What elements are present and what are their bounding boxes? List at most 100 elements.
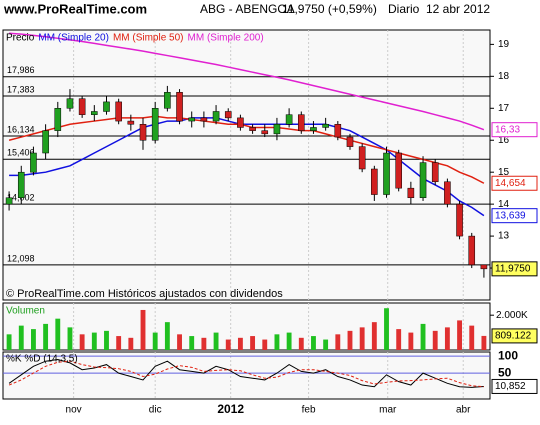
candle-body: [30, 152, 37, 173]
candle-body: [273, 124, 281, 135]
candle-body: [212, 111, 220, 122]
volume-bar: [274, 334, 280, 350]
candle-body: [17, 171, 25, 199]
candle-body: [358, 146, 366, 170]
volume-bar: [128, 337, 134, 350]
volume-bar: [444, 327, 450, 350]
volume-bar: [201, 337, 207, 350]
last-price-box: [491, 261, 538, 277]
ma-line: [9, 117, 485, 217]
candle-body: [346, 136, 354, 147]
stoch-line: [8, 360, 484, 388]
volume-bar: [67, 327, 73, 350]
candle-body: [334, 124, 342, 138]
volume-bar: [396, 329, 402, 350]
volume-bar: [420, 323, 426, 350]
candle-body: [285, 114, 293, 125]
level-label: 16,134: [7, 124, 35, 134]
site: www.ProRealTime.com: [3, 1, 147, 16]
volume-bar: [250, 336, 256, 350]
candle-body: [164, 92, 171, 109]
y-tick-label: 14: [498, 199, 510, 210]
legend-label: MM (Simple 20): [38, 33, 109, 44]
y-tick-label: 13: [498, 231, 510, 242]
y-tick-label: 100: [498, 348, 518, 362]
candle-body: [224, 111, 232, 119]
candle-body: [5, 197, 13, 205]
candle-body: [91, 111, 98, 115]
last-price-label: 11,9750: [495, 263, 531, 274]
chart-title: ABG - ABENGOA: [200, 2, 295, 16]
candle-body: [127, 120, 135, 125]
volume-bar: [116, 336, 122, 350]
candle-body: [297, 114, 305, 131]
volume-bar: [104, 330, 109, 350]
last-value-label: 10,852: [495, 381, 526, 392]
volume-bar: [18, 325, 24, 350]
candle-body: [188, 117, 196, 122]
volume-bar: [152, 332, 158, 350]
panel: [2, 29, 491, 301]
x-tick-label: mar: [379, 405, 397, 416]
candle-body: [151, 108, 159, 141]
candle-body: [407, 187, 415, 199]
volume-bar: [6, 334, 12, 350]
volume-bar: [225, 339, 231, 350]
legend-label: Precio: [6, 33, 35, 44]
candle-body: [249, 127, 256, 131]
last-value-label: 809.122: [495, 331, 532, 342]
candle-body: [103, 101, 110, 112]
volume-bar: [335, 334, 341, 350]
level-label: 17,986: [7, 65, 35, 75]
panel: [2, 351, 491, 400]
candle-body: [322, 124, 329, 128]
candle-body: [468, 235, 476, 266]
candle-body: [66, 98, 74, 109]
volume-bar: [347, 330, 353, 350]
volume-bar: [177, 334, 182, 350]
volume-bar: [55, 318, 61, 350]
candle-body: [261, 130, 269, 135]
volume-bar: [432, 330, 438, 350]
volume-bar: [298, 337, 304, 350]
last-value-box: [491, 378, 538, 394]
candle-body: [395, 152, 402, 189]
x-tick-label: feb: [302, 405, 316, 416]
candle-body: [419, 162, 427, 199]
level-label: 12,098: [7, 253, 35, 263]
volume-bar: [262, 339, 268, 350]
panel-title: %K %D (14,3,5): [6, 354, 78, 365]
panel-title: Volumen: [6, 306, 45, 317]
last-value-label: 14,654: [495, 178, 526, 189]
volume-bar: [384, 308, 389, 350]
candle-body: [78, 98, 86, 115]
volume-bar: [408, 332, 414, 350]
y-tick-label: 15: [498, 167, 510, 178]
x-tick-label: nov: [66, 405, 82, 416]
x-tick-label: abr: [456, 405, 471, 416]
y-tick-label: 18: [498, 71, 510, 82]
panel: [2, 302, 491, 351]
ma-line: [9, 32, 485, 131]
volume-bar: [213, 332, 219, 350]
stoch-line: [8, 358, 484, 388]
y-tick-label: 19: [498, 39, 510, 50]
candle-body: [444, 181, 451, 205]
ma-line: [8, 115, 485, 184]
period: Diario: [388, 2, 420, 16]
candle-body: [139, 124, 147, 141]
x-tick-label: 2012: [217, 402, 244, 416]
volume-bar: [79, 334, 85, 350]
volume-bar: [31, 329, 36, 350]
volume-bar: [359, 327, 365, 350]
volume-bar: [481, 335, 487, 350]
y-tick-label: 17: [498, 103, 510, 114]
volume-bar: [164, 322, 170, 350]
volume-bar: [323, 339, 329, 350]
last-price: 11,9750 (+0,59%): [282, 2, 377, 16]
x-tick-label: dic: [149, 405, 162, 416]
volume-bar: [140, 309, 146, 350]
date: 12 abr 2012: [426, 2, 490, 16]
volume-bar: [237, 337, 243, 350]
candle-body: [456, 203, 463, 237]
